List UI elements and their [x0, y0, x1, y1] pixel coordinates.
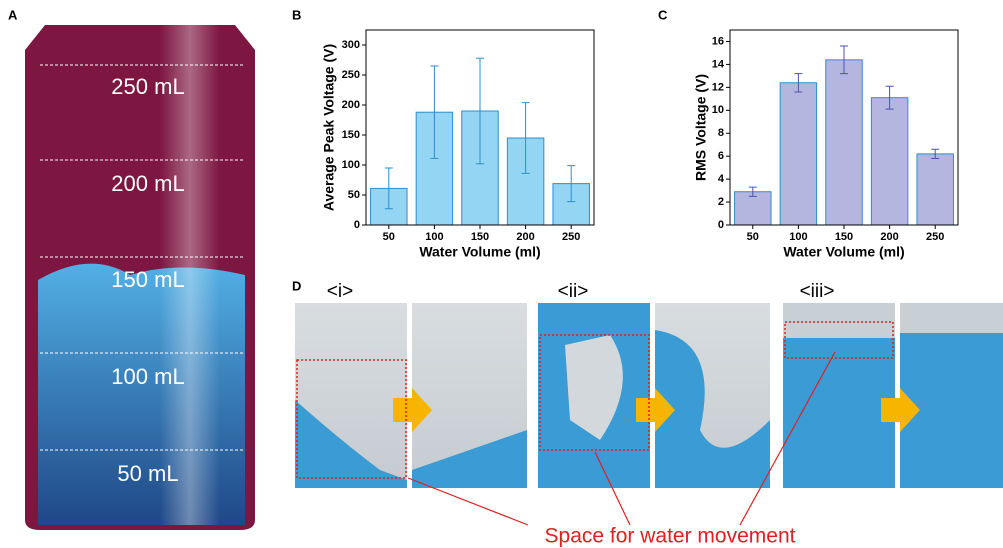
- x-tick-label: 200: [880, 231, 898, 243]
- y-tick-label: 300: [342, 39, 360, 51]
- annotation: Space for water movement: [545, 525, 796, 548]
- photo-group-label: <ii>: [558, 281, 589, 302]
- x-tick-label: 50: [747, 231, 759, 243]
- y-tick-label: 0: [718, 219, 724, 231]
- bottle-label: 50 mL: [117, 461, 178, 486]
- y-tick-label: 16: [712, 35, 724, 47]
- y-tick-label: 12: [712, 81, 724, 93]
- x-tick-label: 150: [471, 231, 489, 243]
- x-axis-label: Water Volume (ml): [419, 244, 540, 260]
- y-tick-label: 50: [348, 189, 360, 201]
- y-tick-label: 14: [712, 58, 725, 70]
- bar: [826, 60, 862, 225]
- x-tick-label: 150: [835, 231, 853, 243]
- y-tick-label: 2: [718, 196, 724, 208]
- panel-label: D: [292, 278, 301, 293]
- y-tick-label: 200: [342, 99, 360, 111]
- bar: [917, 154, 953, 225]
- y-tick-label: 4: [718, 173, 725, 185]
- x-axis-label: Water Volume (ml): [783, 244, 904, 260]
- x-tick-label: 250: [562, 231, 580, 243]
- y-tick-label: 150: [342, 129, 360, 141]
- y-tick-label: 0: [354, 219, 360, 231]
- y-tick-label: 8: [718, 127, 724, 139]
- bottle-label: 200 mL: [111, 171, 184, 196]
- x-tick-label: 50: [383, 231, 395, 243]
- y-tick-label: 250: [342, 69, 360, 81]
- photos: [295, 303, 1003, 525]
- x-tick-label: 250: [926, 231, 944, 243]
- bar: [871, 98, 907, 225]
- x-tick-label: 200: [516, 231, 534, 243]
- y-axis-label: RMS Voltage (V): [693, 74, 709, 181]
- photo-group-label: <iii>: [800, 281, 835, 302]
- y-tick-label: 6: [718, 150, 724, 162]
- y-tick-label: 100: [342, 159, 360, 171]
- photo-group-label: <i>: [327, 281, 353, 302]
- panel-label: A: [8, 7, 18, 22]
- panel-label: B: [292, 7, 301, 22]
- y-tick-label: 10: [712, 104, 724, 116]
- panel-label: C: [658, 7, 668, 22]
- bar: [780, 83, 816, 225]
- figure: A B C D 250 mL 200 mL 150 mL 100 mL 50 mL <i> <ii>…: [0, 0, 1003, 548]
- x-tick-label: 100: [789, 231, 807, 243]
- x-tick-label: 100: [425, 231, 443, 243]
- bottle-label: 250 mL: [111, 74, 184, 99]
- y-axis-label: Average Peak Voltage (V): [321, 44, 337, 211]
- bottle-label: 150 mL: [111, 267, 184, 292]
- bottle-label: 100 mL: [111, 364, 184, 389]
